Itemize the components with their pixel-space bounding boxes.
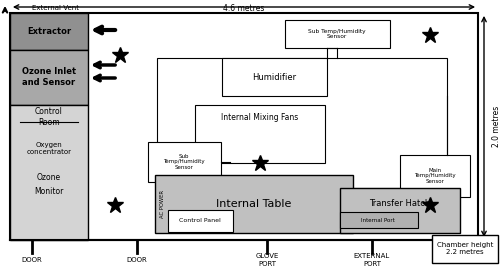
Text: Ozone: Ozone xyxy=(37,173,61,181)
Text: Internal Mixing Fans: Internal Mixing Fans xyxy=(222,114,298,122)
Bar xyxy=(10,13,88,50)
Bar xyxy=(340,188,460,233)
Bar xyxy=(10,13,478,240)
Text: Internal Table: Internal Table xyxy=(216,199,292,209)
Text: 4.6 metres: 4.6 metres xyxy=(224,4,264,13)
Bar xyxy=(157,58,447,188)
Bar xyxy=(340,212,418,228)
Text: DOOR: DOOR xyxy=(126,257,148,263)
Bar xyxy=(10,50,88,105)
Bar xyxy=(400,155,470,197)
Text: Chamber height
2.2 metres: Chamber height 2.2 metres xyxy=(437,243,493,255)
Text: Ozone Inlet
and Sensor: Ozone Inlet and Sensor xyxy=(22,67,76,87)
Text: 2.0 metres: 2.0 metres xyxy=(492,105,500,147)
Text: GLOVE
PORT: GLOVE PORT xyxy=(256,254,278,266)
Text: DOOR: DOOR xyxy=(22,257,42,263)
Text: Main
Temp/Humidity
Sensor: Main Temp/Humidity Sensor xyxy=(414,168,456,184)
Bar xyxy=(285,20,390,48)
Text: Control Panel: Control Panel xyxy=(179,218,221,224)
Bar xyxy=(148,142,221,182)
Text: Control
Room: Control Room xyxy=(35,107,63,127)
Text: Monitor: Monitor xyxy=(34,188,64,196)
Bar xyxy=(155,175,353,233)
Bar xyxy=(195,105,325,163)
Text: Oxygen
concentrator: Oxygen concentrator xyxy=(26,142,72,154)
Bar xyxy=(168,210,233,232)
Text: Extractor: Extractor xyxy=(27,27,71,35)
Bar xyxy=(10,105,88,240)
Text: External Vent: External Vent xyxy=(32,5,79,11)
Text: Sub Temp/Humidity
Sensor: Sub Temp/Humidity Sensor xyxy=(308,29,366,39)
Bar xyxy=(432,235,498,263)
Text: AC POWER: AC POWER xyxy=(160,190,166,218)
Bar xyxy=(222,58,327,96)
Text: Transfer Hatch: Transfer Hatch xyxy=(370,199,430,209)
Text: EXTERNAL
PORT: EXTERNAL PORT xyxy=(354,254,390,266)
Text: Humidifier: Humidifier xyxy=(252,73,296,81)
Text: Sub
Temp/Humidity
Sensor: Sub Temp/Humidity Sensor xyxy=(163,154,205,170)
Text: Internal Port: Internal Port xyxy=(361,218,395,222)
